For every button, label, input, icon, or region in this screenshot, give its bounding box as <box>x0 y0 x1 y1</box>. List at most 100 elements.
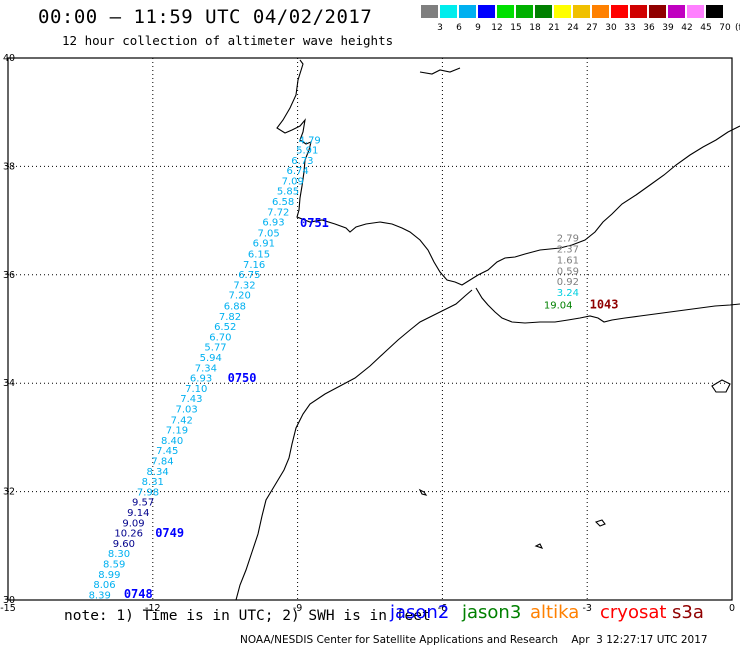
wave-height-reading: 7.10 <box>185 384 207 395</box>
coast-inland-edge <box>419 67 461 75</box>
wave-height-reading: 7.43 <box>180 394 202 405</box>
coastline <box>235 59 740 601</box>
legend-swatch <box>516 5 533 18</box>
wave-height-reading: 5.91 <box>296 145 318 156</box>
legend-label: 39 <box>662 23 674 33</box>
legend-swatch <box>706 5 723 18</box>
wave-height-reading: 6.93 <box>262 217 284 228</box>
coast-islet-3 <box>534 543 544 549</box>
wave-height-reading: 8.40 <box>161 436 183 447</box>
wave-height-reading: 9.57 <box>132 498 154 509</box>
satellite-name-s3a: s3a <box>672 602 704 623</box>
legend-swatch <box>668 5 685 18</box>
legend-swatch <box>497 5 514 18</box>
legend-unit: (ft) <box>735 23 740 33</box>
axis-tick-labels: -15 -12 -9 -6 -3 0 40 38 36 34 32 30 <box>0 53 735 614</box>
legend-label: 18 <box>529 23 541 33</box>
lon-tick-label: -3 <box>582 603 591 614</box>
wave-height-reading: 6.73 <box>291 156 313 167</box>
legend-swatch <box>421 5 438 18</box>
lon-tick-label: -6 <box>438 603 447 614</box>
lon-tick-label: -12 <box>145 603 161 614</box>
legend-label: 24 <box>567 23 579 33</box>
wave-height-reading: 6.58 <box>272 197 294 208</box>
legend-swatch <box>573 5 590 18</box>
coast-africa <box>235 289 473 601</box>
wave-height-reading: 8.06 <box>93 580 115 591</box>
wave-height-reading: 6.52 <box>214 322 236 333</box>
wave-height-reading: 7.03 <box>175 404 197 415</box>
wave-height-reading: 2.37 <box>557 245 579 256</box>
legend-swatch <box>478 5 495 18</box>
satellite-name-jason3: jason3 <box>462 602 522 623</box>
coast-morocco-med <box>475 287 740 324</box>
legend-label: 30 <box>605 23 617 33</box>
legend-label: 42 <box>681 23 693 33</box>
lat-tick-label: 36 <box>3 270 15 281</box>
wave-height-reading: 7.19 <box>166 426 188 437</box>
wave-height-reading: 6.93 <box>190 374 212 385</box>
legend-swatch <box>535 5 552 18</box>
coast-iberia <box>276 59 740 286</box>
lat-tick-label: 40 <box>3 53 15 64</box>
map-title: 00:00 – 11:59 UTC 04/02/2017 <box>38 6 373 28</box>
wave-height-reading: 7.98 <box>137 487 159 498</box>
pass-time-label: 0750 <box>228 371 257 385</box>
lat-lon-grid <box>8 58 732 600</box>
wave-height-reading: 8.31 <box>142 477 164 488</box>
legend-label: 27 <box>586 23 598 33</box>
wave-height-reading: 3.24 <box>557 288 579 299</box>
wave-height-reading: 7.72 <box>267 208 289 219</box>
lat-tick-label: 32 <box>3 487 15 498</box>
pass-time-label: 0749 <box>155 526 184 540</box>
map-subtitle: 12 hour collection of altimeter wave hei… <box>62 33 394 48</box>
wave-height-reading: 7.16 <box>243 260 265 271</box>
legend-swatch <box>630 5 647 18</box>
satellite-name-jason2: jason2 <box>390 602 450 623</box>
map-border <box>7 57 733 601</box>
legend-label: 12 <box>491 23 503 33</box>
coast-islet <box>418 488 428 496</box>
wave-height-reading: 10.26 <box>114 529 143 540</box>
coast-islet-2 <box>594 519 606 527</box>
legend-swatch <box>592 5 609 18</box>
satellite-name-altika: altika <box>530 602 580 623</box>
wave-height-reading: 8.99 <box>98 570 120 581</box>
wave-height-reading: 9.09 <box>122 518 144 529</box>
wave-height-reading: 0.59 <box>557 266 579 277</box>
legend-label: 70 <box>719 23 731 33</box>
footer-credit: NOAA/NESDIS Center for Satellite Applica… <box>240 634 708 646</box>
wave-height-reading: 19.04 <box>544 300 573 311</box>
wave-height-reading: 9.14 <box>127 508 149 519</box>
wave-height-reading: 6.75 <box>238 270 260 281</box>
legend-label: 6 <box>456 23 462 33</box>
wave-height-reading: 4.79 <box>299 136 321 147</box>
legend-label: 15 <box>510 23 522 33</box>
legend-swatch <box>440 5 457 18</box>
wave-height-reading: 0.92 <box>557 277 579 288</box>
legend-label: 3 <box>437 23 443 33</box>
wave-height-reading: 7.82 <box>219 312 241 323</box>
wave-height-reading: 7.84 <box>151 457 173 468</box>
coast-balearic <box>711 379 731 393</box>
wave-height-reading: 1.61 <box>557 255 579 266</box>
wave-height-reading: 5.94 <box>200 353 222 364</box>
legend-swatch <box>687 5 704 18</box>
lon-tick-label: -15 <box>0 603 16 614</box>
wave-height-reading: 7.20 <box>229 291 251 302</box>
wave-height-reading: 8.39 <box>89 590 111 601</box>
wave-height-reading: 7.32 <box>233 280 255 291</box>
wave-height-reading: 8.59 <box>103 559 125 570</box>
pass-time-label: 0751 <box>300 216 329 230</box>
legend-label: 21 <box>548 23 560 33</box>
wave-height-reading: 7.09 <box>282 176 304 187</box>
lat-tick-label: 34 <box>3 378 15 389</box>
wave-height-reading: 5.85 <box>277 187 299 198</box>
legend-swatch <box>611 5 628 18</box>
wave-height-reading: 6.74 <box>286 166 308 177</box>
lat-tick-label: 38 <box>3 161 15 172</box>
legend-label: 9 <box>475 23 481 33</box>
wave-height-reading: 5.77 <box>204 343 226 354</box>
legend-label: 45 <box>700 23 712 33</box>
